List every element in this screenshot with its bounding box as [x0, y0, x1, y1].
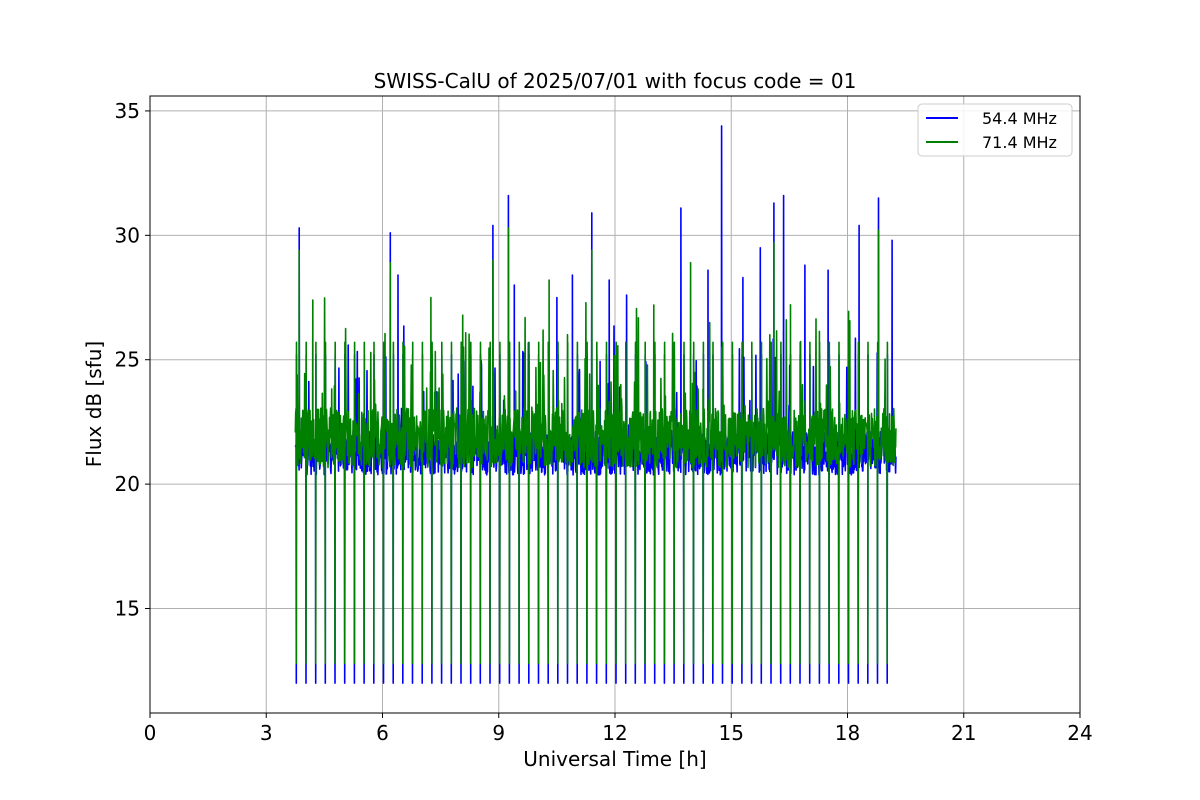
axis-ticks: 0 3 6 9 12 15 18 21 24 15 20 25 30 35 [115, 99, 1093, 745]
x-tick-label: 24 [1067, 721, 1092, 745]
x-tick-label: 0 [144, 721, 157, 745]
chart-title: SWISS-CalU of 2025/07/01 with focus code… [374, 69, 857, 93]
y-tick-label: 15 [115, 597, 140, 621]
x-tick-label: 12 [602, 721, 627, 745]
x-tick-label: 18 [835, 721, 860, 745]
x-tick-label: 21 [951, 721, 976, 745]
series-line-71-4-mhz [294, 227, 897, 664]
legend-label-54-4: 54.4 MHz [982, 109, 1057, 128]
x-tick-label: 6 [376, 721, 389, 745]
x-tick-label: 15 [719, 721, 744, 745]
y-tick-label: 25 [115, 348, 140, 372]
y-axis-label: Flux dB [sfu] [82, 341, 106, 467]
y-tick-label: 20 [115, 472, 140, 496]
x-tick-label: 3 [260, 721, 273, 745]
y-tick-label: 30 [115, 223, 140, 247]
x-tick-label: 9 [492, 721, 505, 745]
legend: 54.4 MHz 71.4 MHz [917, 103, 1073, 157]
x-axis-label: Universal Time [h] [523, 747, 706, 771]
y-tick-label: 35 [115, 99, 140, 123]
series-layer [294, 125, 897, 684]
legend-label-71-4: 71.4 MHz [982, 133, 1057, 152]
